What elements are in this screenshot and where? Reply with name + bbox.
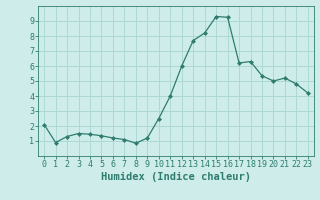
X-axis label: Humidex (Indice chaleur): Humidex (Indice chaleur) bbox=[101, 172, 251, 182]
